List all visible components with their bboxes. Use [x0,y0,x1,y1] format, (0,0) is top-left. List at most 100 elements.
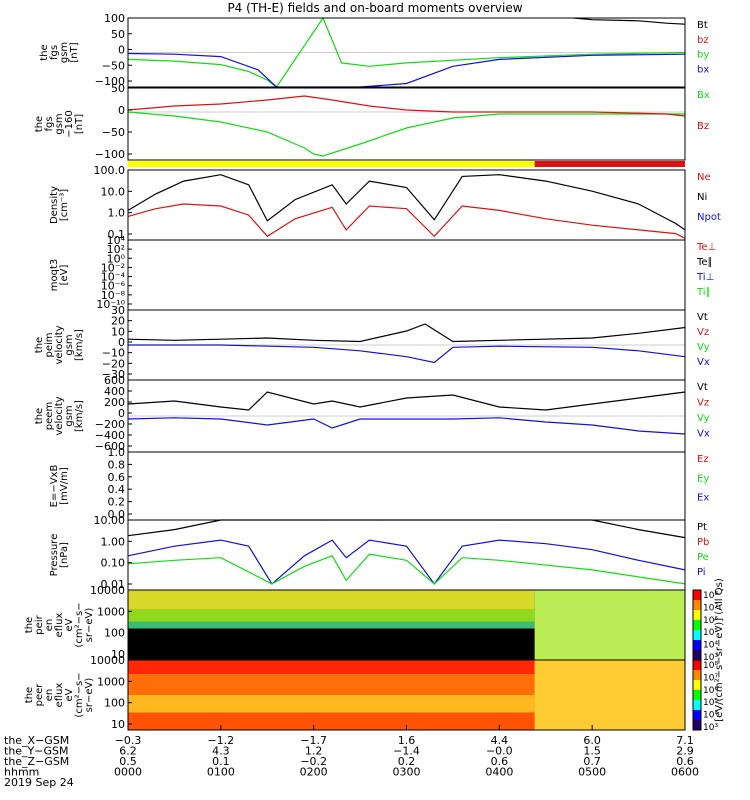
y-axis-label: E=−VxB[mV/m] [49,465,70,508]
y-tick-label: 0 [118,104,125,117]
legend-entry-ey: Ey [697,473,709,484]
y-tick-label: 1000 [97,675,125,688]
y-tick-label: 1000 [97,605,125,618]
y-tick-label: 10⁰ [107,252,126,265]
y-axis-label-part: [nT] [69,42,80,62]
y-axis-label-part: sr−eV) [84,608,95,643]
x-tick-label: 6.2 [119,745,137,758]
legend-entry-ez: Ez [697,454,709,465]
y-axis-label-part: (cm²−s− [74,672,85,717]
y-tick-label: 10.0 [101,185,126,198]
y-axis-label-part: eV [64,618,75,631]
colorbar-frame [692,659,702,731]
legend-entry-bz: bz [697,35,709,46]
y-axis-label-part: velocity [54,396,65,435]
spectrogram-band [128,660,535,674]
y-tick-label: 0 [118,407,125,420]
spectrogram-band [128,695,535,713]
x-row-label: hhmm [4,766,39,779]
colorbar-tick-label: 10⁶ [703,616,718,626]
y-tick-label: −200 [95,418,125,431]
y-axis-label-part: eflux [54,683,65,708]
y-tick-label: 1.0 [108,207,126,220]
y-axis-label: thepeirenefluxeV(cm²−s−sr−eV) [24,602,95,647]
panel-9 [127,589,702,661]
legend-entry-pe: Pe [697,552,709,563]
x-tick-label: 0.6 [676,755,694,768]
legend-entry-ne: Ne [697,172,711,183]
series-ne-line [127,203,686,239]
y-tick-label: 10000 [90,584,125,597]
y-tick-label: −50 [102,59,125,72]
panel-frame [127,17,686,88]
chart-title: P4 (TH-E) fields and on-board moments ov… [227,1,523,15]
colorbar-tick-label: 10⁵ [703,698,718,708]
x-tick-label: 0.5 [119,755,137,768]
y-tick-label: 0.8 [108,458,126,471]
y-tick-label: −600 [95,440,125,453]
y-axis-label: Density[cm⁻³] [49,186,70,224]
x-tick-label: 7.1 [676,734,694,747]
x-tick-label: 1.5 [583,745,601,758]
mode-bar-slow [128,161,535,167]
series-bt-line [573,17,686,25]
y-axis-label-part: peim [44,332,55,357]
panel-frame [127,519,686,591]
y-axis-label-part: eV [64,688,75,701]
legend-entry-npot: Npot [697,212,721,223]
y-tick-label: 400 [104,385,125,398]
y-axis-label-part: sr−eV) [84,678,95,713]
y-tick-label: 0.4 [108,483,126,496]
panel-frame [127,87,686,161]
y-tick-label: 100 [104,627,125,640]
colorbar-label: [eV/(cm²−s−sr−eV)] (All Qs) [714,578,725,722]
y-axis-label-part: [eV] [59,265,70,286]
x-tick-label: 0.1 [212,755,230,768]
series-pt-line [127,519,686,539]
legend-entry-bz: Bz [697,121,709,132]
y-axis-label-part: E=−VxB [49,465,60,508]
legend-entry-pb: Pb [697,537,709,548]
legend-entry-vx: Vx [697,429,710,440]
x-tick-label: −1.2 [207,734,234,747]
y-axis-label-part: en [44,619,55,632]
legend-entry-vy: Vy [697,413,710,424]
y-axis-label-part: gsm [64,405,75,426]
colorbar-segment [693,620,701,631]
y-axis-label-part: the [34,337,45,353]
y-tick-label: 10⁻¹⁰ [96,298,125,311]
colorbar-segment [693,700,701,711]
y-tick-label: 10 [111,648,125,661]
panel-4 [127,239,686,311]
series-pi-line [127,539,686,585]
y-tick-label: 20 [111,315,125,328]
series-vx-line [127,417,686,435]
spectrogram-band [128,621,535,629]
legend-entry-pt: Pt [697,522,707,533]
legend-entry-vt: Vt [697,312,708,323]
legend-entry-vy: Vy [697,342,710,353]
y-axis-label-part: the [34,408,45,424]
x-tick-label: 0300 [393,766,421,779]
colorbar-segment [693,690,701,701]
colorbar-segment [693,640,701,651]
series-vt-line [127,391,686,411]
legend-entry-vt: Vt [697,382,708,393]
x-row-label: the_X−GSM [4,734,69,747]
x-tick-label: −1.7 [300,734,327,747]
y-tick-label: 0.6 [108,471,126,484]
y-tick-label: 1.0 [108,446,126,459]
legend-entry-pi: Pi [697,567,706,578]
y-axis-label-part: Pressure [49,534,60,577]
x-tick-label: 0400 [485,766,513,779]
x-row-label: the_Z−GSM [4,755,69,768]
y-axis-label-part: en [44,689,55,702]
y-tick-label: 200 [104,396,125,409]
x-tick-label: 0.7 [583,755,601,768]
y-tick-label: 10⁻⁴ [101,271,126,284]
y-axis-label-part: [km/s] [74,400,85,432]
y-axis-label-part: Density [49,186,60,224]
x-row-label: 2019 Sep 24 [4,776,74,789]
y-tick-label: 600 [104,374,125,387]
